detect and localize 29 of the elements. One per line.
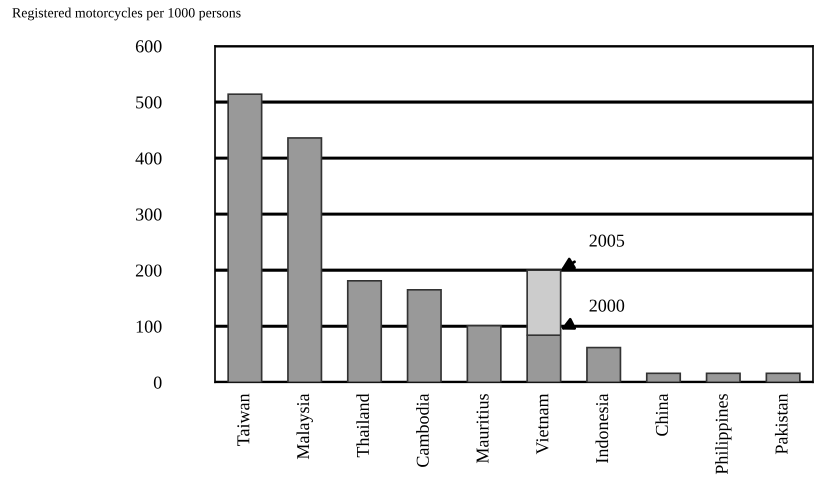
annotation: 2005 bbox=[590, 234, 624, 247]
x-tick-label: Mauritius bbox=[476, 394, 489, 464]
x-tick-label: Cambodia bbox=[416, 394, 429, 467]
annotation: 2000 bbox=[590, 300, 624, 312]
x-tick-label: Indonesia bbox=[596, 394, 608, 463]
y-axis-title: Registered motorcycles per 1000 persons bbox=[12, 8, 241, 20]
x-tick-label: Malaysia bbox=[296, 394, 313, 460]
x-tick-label: Philippines bbox=[715, 394, 732, 474]
y-tick-label: 100 bbox=[136, 320, 162, 333]
bar bbox=[766, 372, 801, 382]
x-tick-label: Vietnam bbox=[536, 394, 549, 454]
y-tick-label: 0 bbox=[154, 376, 162, 389]
bar bbox=[346, 280, 382, 382]
bar bbox=[406, 288, 442, 382]
x-tick-label: Taiwan bbox=[237, 394, 250, 446]
bar bbox=[706, 372, 741, 382]
bar bbox=[287, 137, 322, 382]
bar bbox=[227, 93, 262, 382]
y-tick-label: 400 bbox=[135, 152, 162, 165]
y-tick-label: 300 bbox=[136, 208, 162, 221]
bar bbox=[586, 346, 622, 382]
y-tick-label: 200 bbox=[136, 264, 162, 277]
x-tick-label: Pakistan bbox=[774, 394, 788, 454]
bar bbox=[646, 372, 682, 382]
x-tick-label: Thailand bbox=[356, 394, 370, 458]
bar bbox=[466, 324, 502, 382]
y-tick-label: 500 bbox=[136, 96, 162, 108]
x-tick-label: China bbox=[655, 394, 668, 436]
y-tick-label: 600 bbox=[136, 40, 162, 52]
